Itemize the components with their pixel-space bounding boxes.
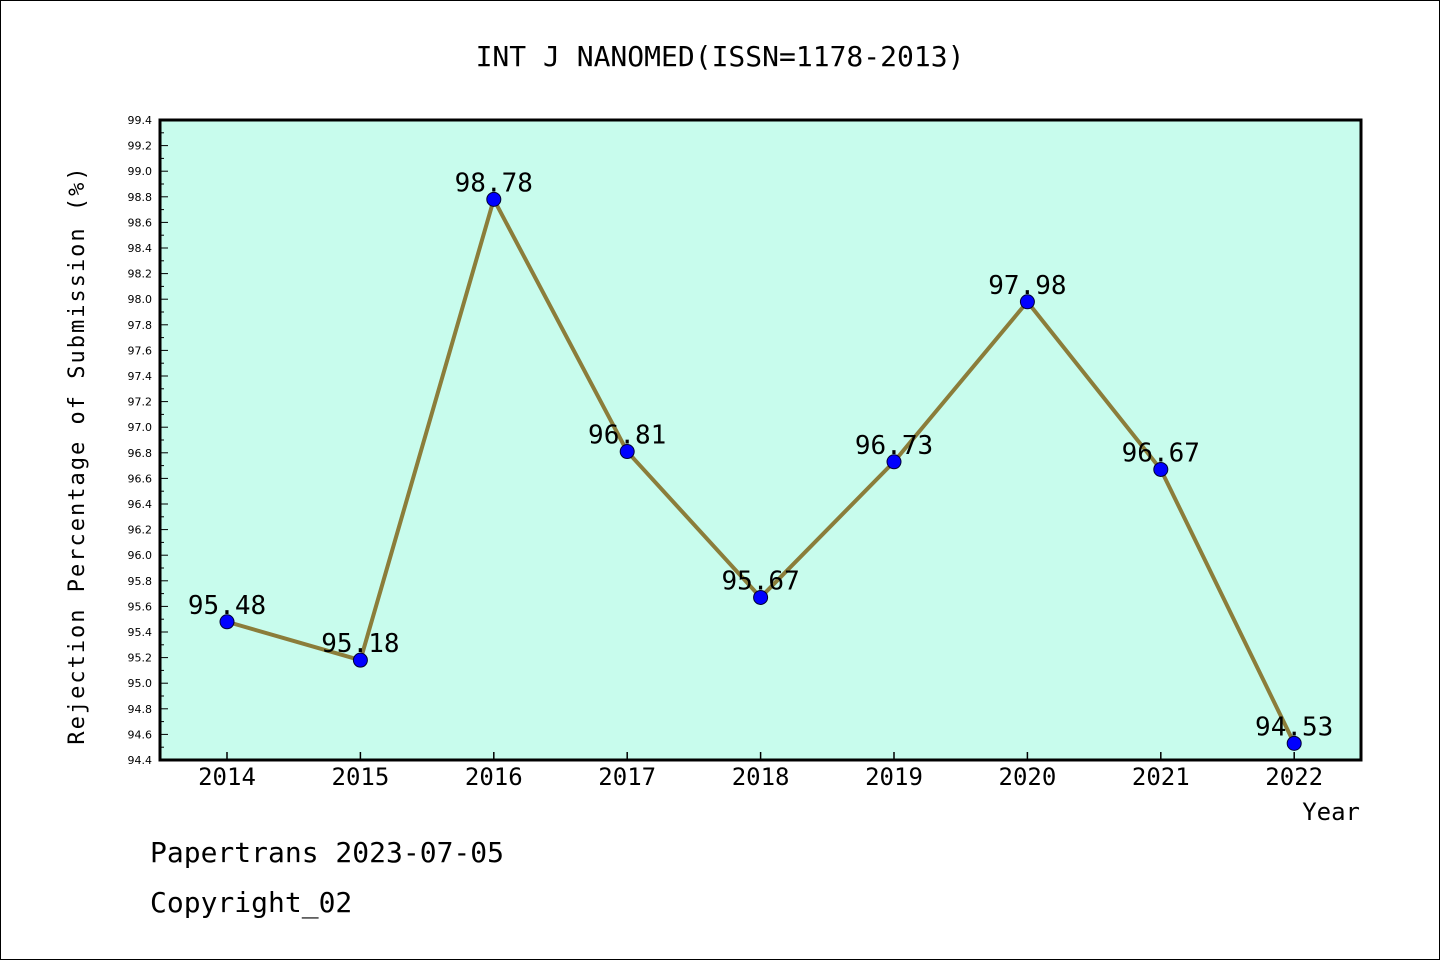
y-tick-label: 97.2 (128, 396, 153, 409)
x-tick-label: 2017 (598, 763, 656, 791)
x-axis-ticks: 2014 2015 2016 2017 2018 2019 2020 2021 2022 (198, 752, 1323, 791)
x-tick-label: 2016 (465, 763, 523, 791)
y-tick-label: 96.0 (128, 549, 153, 562)
footer-copyright: Copyright_02 (150, 886, 353, 919)
y-tick-label: 96.8 (128, 447, 153, 460)
data-point-marker (219, 614, 235, 630)
data-point-marker (1286, 735, 1302, 751)
y-tick-label: 94.8 (128, 703, 153, 716)
x-tick-label: 2015 (332, 763, 390, 791)
x-axis-label: Year (1302, 798, 1360, 826)
y-tick-label: 96.6 (128, 472, 153, 485)
x-tick-label: 2019 (865, 763, 923, 791)
data-point-marker (886, 454, 902, 470)
x-tick-label: 2018 (732, 763, 790, 791)
y-tick-label: 97.4 (128, 370, 153, 383)
y-tick-label: 96.4 (128, 498, 153, 511)
y-tick-label: 97.8 (128, 319, 153, 332)
y-tick-label: 97.6 (128, 344, 153, 357)
y-tick-label: 95.2 (128, 652, 153, 665)
data-label: 98.78 (455, 168, 533, 198)
y-tick-label: 98.4 (128, 242, 153, 255)
y-tick-label: 98.2 (128, 268, 153, 281)
y-tick-label: 96.2 (128, 524, 153, 537)
data-label: 96.73 (855, 431, 933, 461)
y-tick-label: 99.4 (128, 114, 153, 127)
x-tick-label: 2014 (198, 763, 256, 791)
y-tick-label: 98.8 (128, 191, 153, 204)
data-point-marker (619, 444, 635, 460)
data-point-marker (1019, 294, 1035, 310)
data-point-marker (1153, 461, 1169, 477)
data-label: 96.81 (588, 421, 666, 451)
y-tick-label: 99.2 (128, 140, 153, 153)
x-tick-label: 2022 (1265, 763, 1323, 791)
y-tick-label: 98.6 (128, 216, 153, 229)
y-tick-label: 95.4 (128, 626, 153, 639)
data-label: 97.98 (988, 271, 1066, 301)
y-axis-label: Rejection Percentage of Submission (%) (65, 165, 90, 744)
data-point-marker (486, 191, 502, 207)
y-tick-label: 95.8 (128, 575, 153, 588)
data-point-marker (753, 589, 769, 605)
y-tick-label: 97.0 (128, 421, 153, 434)
data-markers (219, 191, 1302, 751)
x-tick-label: 2020 (999, 763, 1057, 791)
chart-title: INT J NANOMED(ISSN=1178-2013) (476, 40, 965, 73)
y-tick-label: 98.0 (128, 293, 153, 306)
data-labels: 95.48 95.18 98.78 96.81 95.67 96.73 97.98 96.67… (188, 168, 1333, 742)
y-tick-label: 99.0 (128, 165, 153, 178)
y-tick-label: 95.6 (128, 600, 153, 613)
y-tick-label: 94.6 (128, 728, 153, 741)
data-label: 96.67 (1122, 438, 1200, 468)
footer-date: Papertrans 2023-07-05 (150, 836, 505, 869)
data-label: 95.67 (721, 566, 799, 596)
y-tick-label: 95.0 (128, 677, 153, 690)
data-label: 95.18 (321, 629, 399, 659)
data-point-marker (352, 652, 368, 668)
y-tick-label: 94.4 (128, 754, 153, 767)
data-label: 95.48 (188, 591, 266, 621)
y-axis-ticks: 94.4 94.6 94.8 95.0 95.2 95.4 95.6 95.8 96.0 96.2… (128, 114, 168, 767)
data-label: 94.53 (1255, 712, 1333, 742)
x-tick-label: 2021 (1132, 763, 1190, 791)
plot-border (158, 118, 1363, 762)
